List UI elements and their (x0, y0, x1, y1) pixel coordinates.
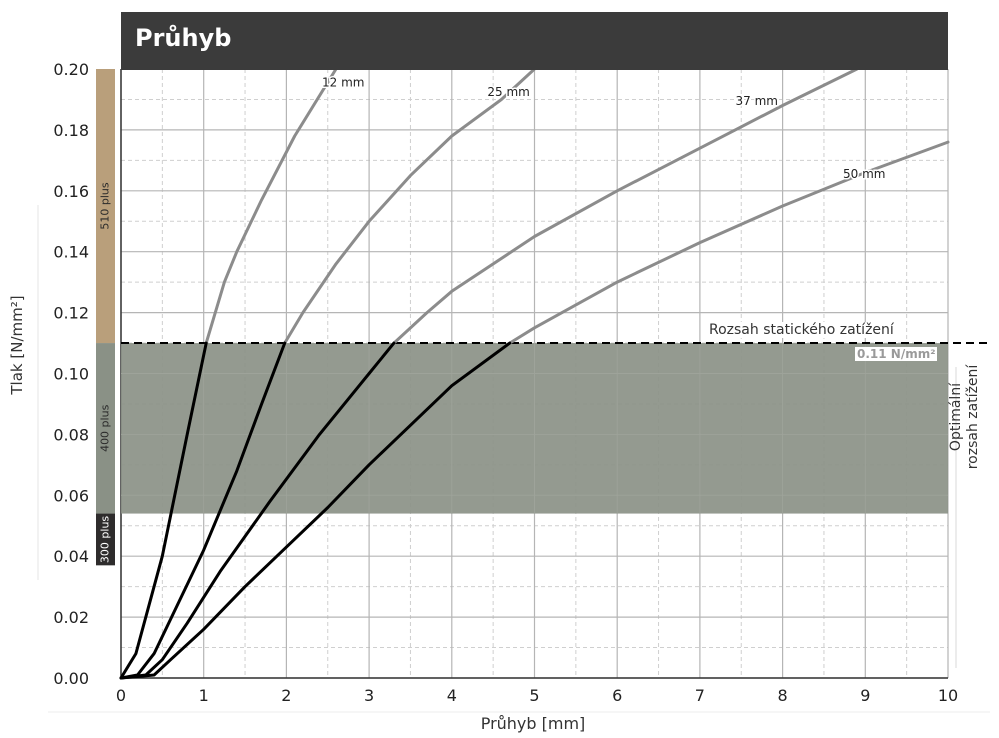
y-tick-label: 0.16 (53, 182, 89, 201)
optimal-range-label-line-2: rozsah zatížení (965, 364, 981, 470)
y-tick-label: 0.06 (53, 486, 89, 505)
series-line-lower (119, 341, 512, 680)
series-line-lower (119, 341, 396, 680)
range-segment (96, 343, 115, 514)
y-tick-label: 0.04 (53, 547, 89, 566)
y-tick-label: 0.00 (53, 669, 89, 688)
x-tick-label: 1 (199, 686, 209, 705)
range-segment (96, 69, 115, 344)
y-tick-label: 0.12 (53, 304, 89, 323)
bands (37, 205, 990, 713)
x-tick-label: 3 (364, 686, 374, 705)
range-bar: 510 plus 400 plus 300 plus (96, 69, 115, 566)
series-line-upper (508, 140, 950, 345)
x-axis-label: Průhyb [mm] (480, 714, 586, 733)
range-label: 400 plus (99, 404, 112, 452)
x-tick-label: 9 (860, 686, 870, 705)
x-tick-label: 0 (116, 686, 126, 705)
chart-title-bar: Průhyb (121, 12, 948, 70)
x-tick-label: 4 (447, 686, 457, 705)
y-tick-label: 0.14 (53, 243, 89, 262)
x-tick-label: 2 (281, 686, 291, 705)
y-tick-label: 0.18 (53, 121, 89, 140)
series-label: 25 mm (487, 85, 529, 99)
x-tick-label: 7 (695, 686, 705, 705)
y-tick-label: 0.20 (53, 60, 89, 79)
series-line-upper (283, 67, 536, 345)
x-tick-label: 5 (529, 686, 539, 705)
y-tick-label: 0.10 (53, 365, 89, 384)
range-segment (96, 513, 115, 566)
y-axis-label: Tlak [N/mm²] (8, 295, 26, 395)
x-tick-label: 10 (938, 686, 958, 705)
series-label: 50 mm (843, 167, 885, 181)
series-line-upper (392, 67, 859, 345)
series-labels: 12 mm 25 mm 37 mm 50 mm (321, 74, 887, 182)
series-lines (119, 67, 950, 680)
optimal-range-label: Optimální rozsah zatížení (948, 342, 982, 492)
y-tick-label: 0.02 (53, 608, 89, 627)
x-tick-label: 8 (778, 686, 788, 705)
x-tick-label: 6 (612, 686, 622, 705)
series-line-lower (119, 341, 208, 680)
optimal-range-label-line-1: Optimální (948, 382, 964, 452)
static-limit-label: Rozsah statického zatížení (707, 322, 896, 338)
range-label: 510 plus (99, 182, 112, 230)
y-tick-label: 0.08 (53, 425, 89, 444)
static-limit-value: 0.11 N/mm² (855, 347, 938, 361)
series-label: 37 mm (736, 94, 778, 108)
series-label: 12 mm (322, 76, 364, 90)
range-label: 300 plus (99, 516, 112, 564)
tick-labels: 0 1 2 3 4 5 6 7 8 9 10 0.00 0.02 0.04 0.06 0.08 0.10 0.12… (53, 60, 958, 705)
series-line-upper (204, 67, 338, 345)
chart-title: Průhyb (135, 24, 232, 52)
series-line-lower (119, 341, 287, 680)
